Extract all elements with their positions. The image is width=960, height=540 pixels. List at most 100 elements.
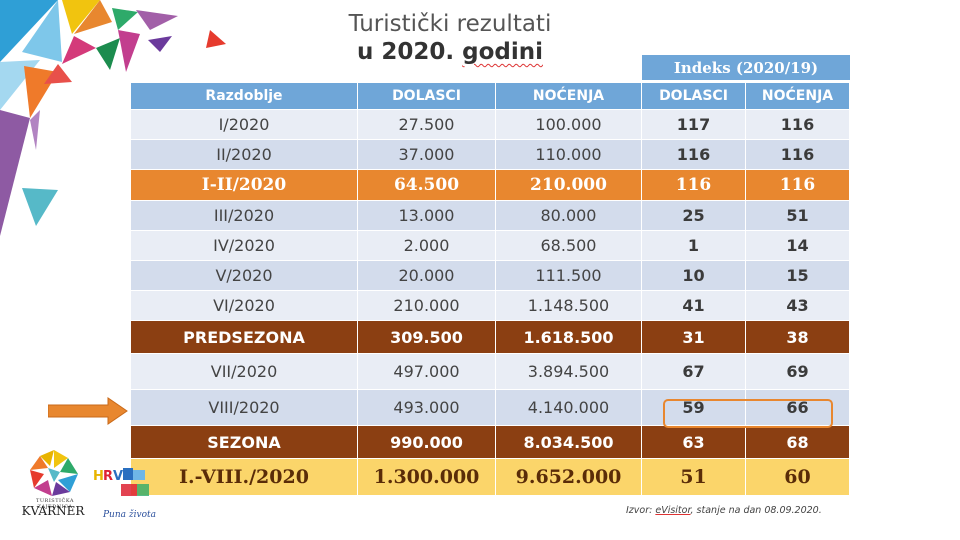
nights-cell: 100.000 — [495, 109, 642, 140]
arrivals-cell: 2.000 — [357, 230, 496, 261]
col-header-period: Razdoblje — [130, 82, 358, 110]
nights-cell: 68.500 — [495, 230, 642, 261]
table-row: VIII/2020 493.000 4.140.000 59 66 — [130, 389, 850, 426]
svg-text:V: V — [113, 469, 123, 484]
index-nights-cell: 51 — [745, 200, 850, 231]
index-arrivals-cell: 51 — [641, 458, 746, 496]
kvarner-logo-text: KVARNER — [21, 504, 85, 518]
index-arrivals-cell: 67 — [641, 353, 746, 390]
arrivals-cell: 64.500 — [357, 169, 496, 201]
page-title: Turistički rezultati u 2020. godini — [300, 10, 600, 66]
table-row: III/2020 13.000 80.000 25 51 — [130, 200, 850, 231]
index-nights-cell: 38 — [745, 320, 850, 354]
col-header-nights: NOĆENJA — [495, 82, 642, 110]
kvarner-logo: TURISTIČKA ZAJEDNICA KVARNER — [20, 448, 86, 526]
table-row: VII/2020 497.000 3.894.500 67 69 — [130, 353, 850, 390]
source-note: Izvor: eVisitor, stanje na dan 08.09.202… — [626, 505, 822, 516]
index-arrivals-cell: 25 — [641, 200, 746, 231]
period-cell: I-II/2020 — [130, 169, 358, 201]
svg-text:R: R — [103, 469, 113, 484]
nights-cell: 110.000 — [495, 139, 642, 170]
period-cell: II/2020 — [130, 139, 358, 170]
decorative-triangles — [0, 0, 226, 236]
table-row: PREDSEZONA 309.500 1.618.500 31 38 — [130, 320, 850, 354]
arrivals-cell: 990.000 — [357, 425, 496, 459]
index-arrivals-cell: 63 — [641, 425, 746, 459]
arrivals-cell: 13.000 — [357, 200, 496, 231]
hrvatska-tagline: Puna života — [103, 510, 156, 520]
col-header-arrivals: DOLASCI — [357, 82, 496, 110]
period-cell: I.-VIII./2020 — [130, 458, 358, 496]
source-name: eVisitor — [655, 505, 691, 516]
index-nights-cell: 15 — [745, 260, 850, 291]
results-table: Razdoblje DOLASCI NOĆENJA DOLASCI NOĆENJ… — [130, 82, 850, 496]
title-line2-prefix: u 2020. — [356, 39, 463, 65]
arrivals-cell: 497.000 — [357, 353, 496, 390]
index-nights-cell: 14 — [745, 230, 850, 261]
arrow-right-icon — [48, 397, 128, 425]
arrivals-cell: 210.000 — [357, 290, 496, 321]
index-nights-cell: 116 — [745, 139, 850, 170]
table-row: IV/2020 2.000 68.500 1 14 — [130, 230, 850, 261]
nights-cell: 210.000 — [495, 169, 642, 201]
period-cell: VI/2020 — [130, 290, 358, 321]
table-row: VI/2020 210.000 1.148.500 41 43 — [130, 290, 850, 321]
period-cell: IV/2020 — [130, 230, 358, 261]
col-header-index-nights: NOĆENJA — [745, 82, 850, 110]
period-cell: VIII/2020 — [130, 389, 358, 426]
arrivals-cell: 1.300.000 — [357, 458, 496, 496]
table-row: I-II/2020 64.500 210.000 116 116 — [130, 169, 850, 201]
period-cell: VII/2020 — [130, 353, 358, 390]
highlight-box — [663, 399, 833, 428]
period-cell: PREDSEZONA — [130, 320, 358, 354]
nights-cell: 1.618.500 — [495, 320, 642, 354]
table-header-row: Razdoblje DOLASCI NOĆENJA DOLASCI NOĆENJ… — [130, 82, 850, 110]
table-row: SEZONA 990.000 8.034.500 63 68 — [130, 425, 850, 459]
index-arrivals-cell: 10 — [641, 260, 746, 291]
index-nights-cell: 60 — [745, 458, 850, 496]
arrivals-cell: 37.000 — [357, 139, 496, 170]
nights-cell: 9.652.000 — [495, 458, 642, 496]
period-cell: V/2020 — [130, 260, 358, 291]
col-header-index-arrivals: DOLASCI — [641, 82, 746, 110]
nights-cell: 8.034.500 — [495, 425, 642, 459]
table-row: I.-VIII./2020 1.300.000 9.652.000 51 60 — [130, 458, 850, 496]
index-nights-cell: 116 — [745, 169, 850, 201]
hrvatska-logo: H R V Puna života — [93, 464, 163, 526]
period-cell: I/2020 — [130, 109, 358, 140]
period-cell: SEZONA — [130, 425, 358, 459]
nights-cell: 3.894.500 — [495, 353, 642, 390]
hrvatska-logo-mark: H R V — [93, 468, 149, 496]
kvarner-logo-small: TURISTIČKA ZAJEDNICA — [36, 498, 74, 510]
index-arrivals-cell: 117 — [641, 109, 746, 140]
index-nights-cell: 43 — [745, 290, 850, 321]
index-arrivals-cell: 41 — [641, 290, 746, 321]
arrivals-cell: 309.500 — [357, 320, 496, 354]
nights-cell: 4.140.000 — [495, 389, 642, 426]
arrivals-cell: 27.500 — [357, 109, 496, 140]
index-arrivals-cell: 116 — [641, 169, 746, 201]
title-line2-word: godini — [462, 39, 543, 65]
index-arrivals-cell: 31 — [641, 320, 746, 354]
nights-cell: 1.148.500 — [495, 290, 642, 321]
kvarner-logo-mark — [30, 450, 78, 496]
table-row: I/2020 27.500 100.000 117 116 — [130, 109, 850, 140]
title-line1: Turistički rezultati — [348, 11, 552, 37]
index-nights-cell: 68 — [745, 425, 850, 459]
nights-cell: 111.500 — [495, 260, 642, 291]
index-nights-cell: 116 — [745, 109, 850, 140]
table-body: I/2020 27.500 100.000 117 116 II/2020 37.000 11… — [130, 109, 850, 496]
title-line2: u 2020. godini — [300, 38, 600, 66]
table-row: V/2020 20.000 111.500 10 15 — [130, 260, 850, 291]
arrivals-cell: 493.000 — [357, 389, 496, 426]
arrivals-cell: 20.000 — [357, 260, 496, 291]
svg-text:H: H — [93, 469, 104, 484]
source-suffix: , stanje na dan 08.09.2020. — [690, 505, 822, 516]
index-arrivals-cell: 116 — [641, 139, 746, 170]
period-cell: III/2020 — [130, 200, 358, 231]
index-nights-cell: 69 — [745, 353, 850, 390]
index-header: Indeks (2020/19) — [642, 55, 850, 80]
index-arrivals-cell: 1 — [641, 230, 746, 261]
table-row: II/2020 37.000 110.000 116 116 — [130, 139, 850, 170]
nights-cell: 80.000 — [495, 200, 642, 231]
